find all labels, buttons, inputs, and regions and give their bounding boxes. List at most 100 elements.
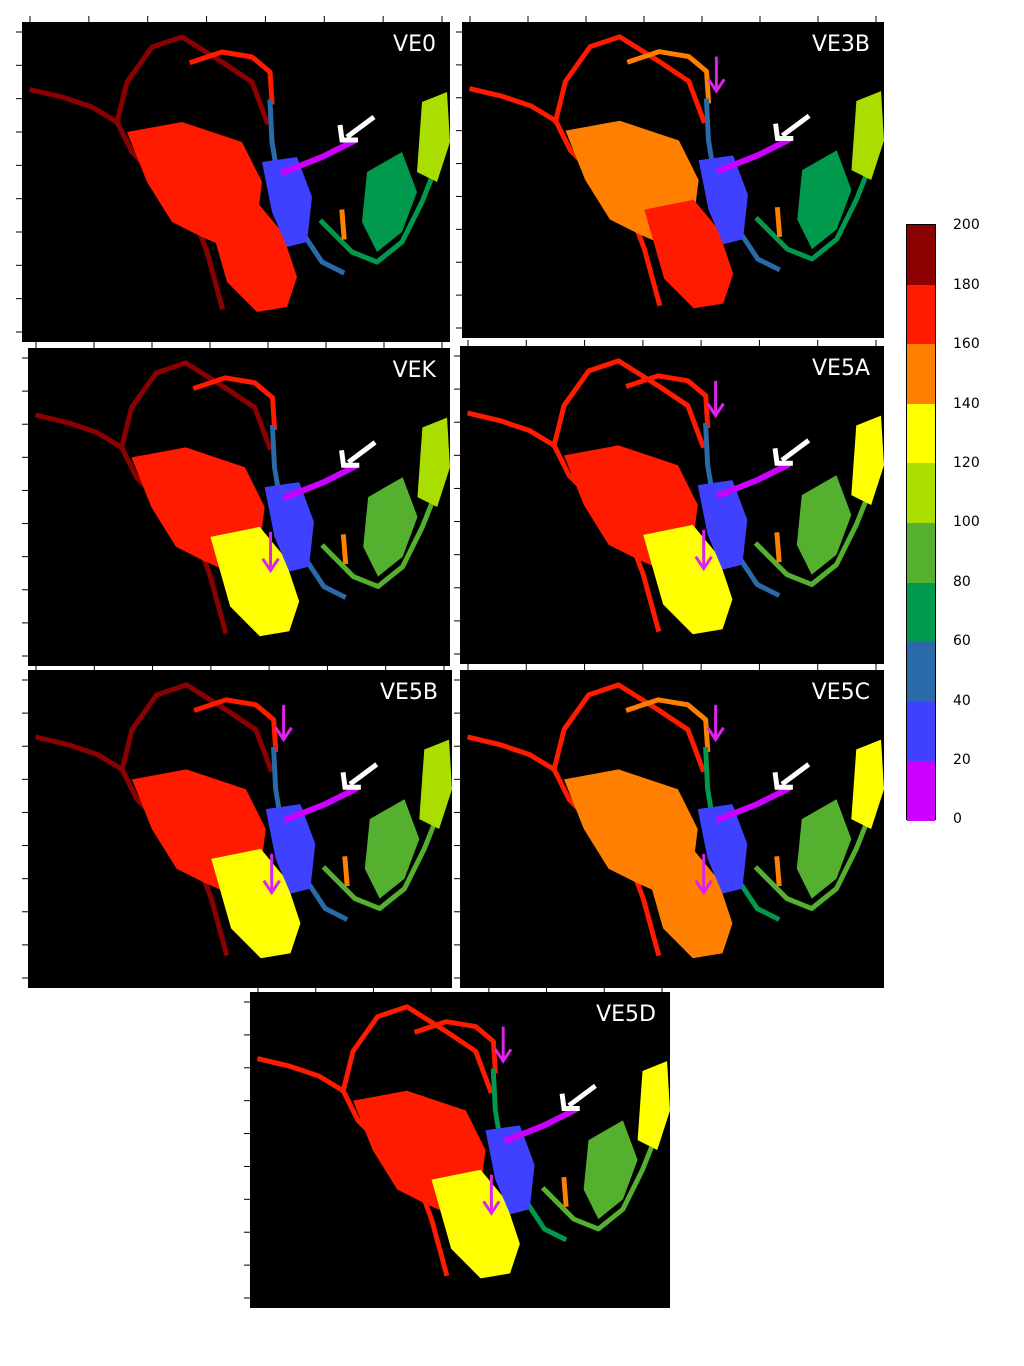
node-center	[265, 804, 316, 894]
colorbar-tick-label: 60	[953, 633, 971, 649]
body-east	[364, 799, 420, 899]
body-east	[362, 152, 417, 252]
node-center	[697, 804, 748, 894]
body-east	[363, 477, 418, 577]
channel-loop	[340, 1004, 494, 1094]
arrow-magenta-top-head	[706, 402, 725, 419]
panel-ve3b: VE3B	[462, 22, 884, 338]
body-tip	[417, 92, 450, 182]
panel-label: VE5A	[812, 356, 870, 381]
map	[466, 682, 884, 959]
channel-magenta	[280, 137, 357, 176]
arrow-magenta-bottom	[694, 529, 713, 572]
panel-label: VEK	[392, 358, 436, 383]
arrow-white	[337, 114, 376, 143]
channel-north	[188, 49, 275, 105]
arrow-magenta-bottom	[261, 531, 280, 574]
colorbar-tick-label: 0	[953, 811, 962, 827]
arrow-white-head	[772, 448, 793, 466]
channel-north	[625, 697, 711, 753]
arrow-white	[340, 762, 379, 790]
node-center	[264, 482, 314, 572]
panel-ve5c: VE5C	[460, 670, 884, 988]
colorbar-tick-label: 200	[953, 217, 980, 233]
arrow-white-head	[337, 124, 358, 143]
channel-orange	[339, 209, 347, 240]
body-east	[796, 799, 852, 899]
channel-magenta	[282, 463, 358, 501]
panel-vek: VEK	[28, 348, 450, 666]
panel-ve5b: VE5B	[28, 670, 452, 988]
panel-label: VE3B	[811, 32, 870, 57]
panel-ve5a: VE5A	[460, 346, 884, 664]
channel-nw	[256, 1056, 450, 1277]
channel-nw	[34, 412, 229, 635]
colorbar-tick-label: 180	[953, 277, 980, 293]
body-tip	[419, 739, 452, 829]
channel-nw	[466, 734, 662, 957]
arrow-white-shaft	[348, 762, 379, 787]
panel-label: VE5B	[379, 680, 438, 705]
channel-north	[192, 375, 278, 431]
arrow-magenta-bottom-head	[482, 1200, 501, 1216]
body-low	[211, 848, 301, 959]
arrow-magenta-top	[707, 56, 726, 94]
body-low	[431, 1169, 520, 1279]
channel-loop	[551, 358, 706, 449]
colorbar-segment	[907, 642, 935, 703]
arrow-white-shaft	[780, 762, 811, 787]
channel-magenta	[283, 785, 359, 823]
channel-east	[321, 795, 448, 911]
body-tip	[851, 91, 884, 181]
arrow-white-shaft	[346, 440, 377, 465]
arrow-magenta-top-head	[494, 1048, 513, 1064]
map	[256, 1004, 670, 1279]
map	[468, 34, 884, 309]
body-east	[797, 150, 852, 250]
body-tip	[851, 415, 884, 505]
colorbar-segment	[907, 284, 935, 345]
arrow-magenta-bottom-head	[261, 557, 280, 574]
arrow-white	[339, 440, 377, 468]
map	[466, 358, 884, 635]
channel-loop	[551, 682, 706, 773]
colorbar-tick-label: 140	[953, 396, 980, 412]
arrow-white	[773, 113, 811, 141]
map-body	[256, 1004, 670, 1279]
body-low	[643, 848, 733, 959]
body-low	[210, 526, 300, 637]
arrow-white-shaft	[780, 113, 811, 138]
body-east	[583, 1120, 638, 1220]
arrow-magenta-top-head	[706, 726, 725, 743]
map-body	[34, 360, 450, 637]
channel-nw	[34, 734, 230, 957]
arrow-magenta-top	[494, 1026, 513, 1064]
node-center	[262, 157, 312, 247]
channel-north	[193, 697, 279, 753]
panel-label: VE0	[393, 32, 436, 57]
arrow-white-shaft	[345, 114, 376, 140]
colorbar-segment	[907, 403, 935, 464]
colorbar-segment	[907, 523, 935, 584]
arrow-magenta-top	[274, 704, 293, 743]
channel-east	[753, 795, 880, 911]
colorbar-tick-label: 40	[953, 693, 971, 709]
arrow-white-head	[773, 123, 794, 141]
colorbar-segment	[907, 225, 935, 286]
node-center	[485, 1125, 535, 1215]
colorbar-segment	[907, 701, 935, 762]
channel-east	[753, 471, 880, 587]
map-body	[466, 682, 884, 959]
arrow-magenta-top	[706, 704, 725, 743]
map	[28, 34, 450, 312]
panel-label: VE5C	[811, 680, 870, 705]
channel-nw	[468, 86, 663, 307]
node-center	[697, 480, 748, 570]
panel-label: VE5D	[596, 1002, 656, 1027]
channel-east	[540, 1117, 666, 1232]
channel-orange	[561, 1176, 569, 1207]
arrow-white-head	[559, 1093, 580, 1111]
channel-orange	[774, 206, 783, 237]
colorbar-tick-label: 100	[953, 514, 980, 530]
channel-nw	[28, 86, 226, 311]
